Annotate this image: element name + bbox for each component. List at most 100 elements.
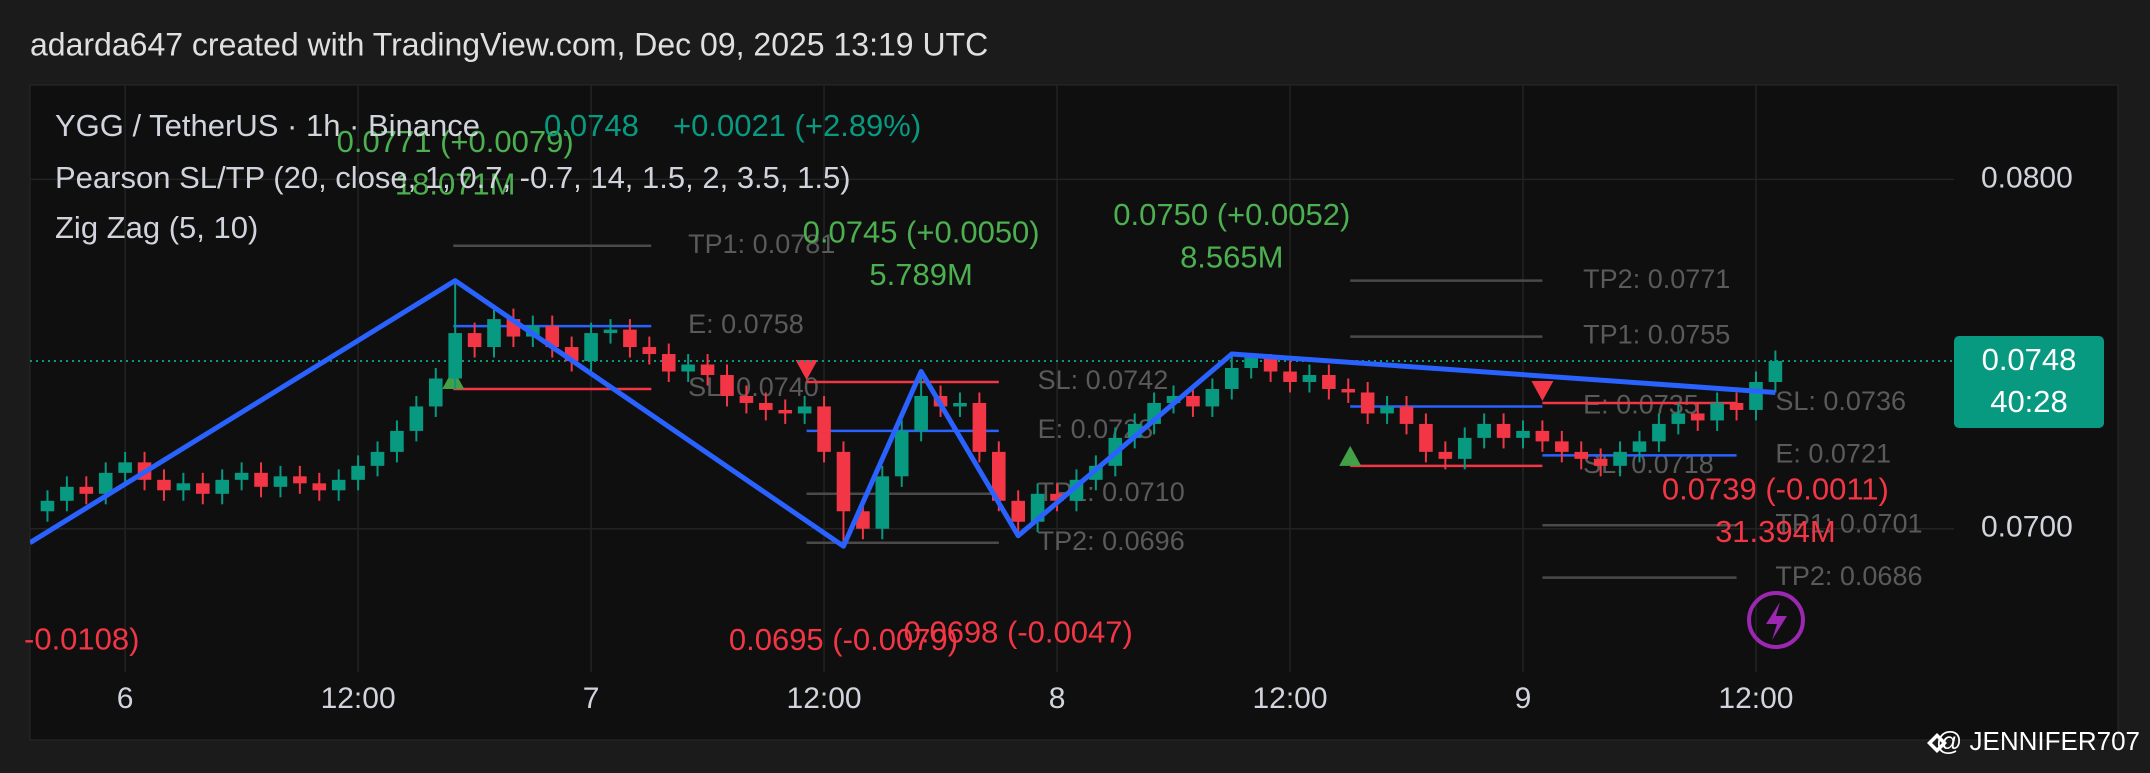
candle-body <box>487 319 501 348</box>
candle-body <box>215 479 230 494</box>
candle-body <box>234 472 249 480</box>
x-tick-label: 12:00 <box>1252 682 1327 715</box>
candle-body <box>98 472 113 494</box>
level-label: TP1: 0.0755 <box>1583 320 1730 350</box>
candle-body <box>642 347 657 355</box>
candle-body <box>428 378 443 407</box>
signal-marker <box>1531 380 1554 401</box>
candle-body <box>176 483 191 491</box>
candle-body <box>584 333 598 362</box>
zigzag-label: 0.0745 (+0.0050) <box>803 215 1040 250</box>
candle-body <box>992 451 1006 501</box>
candle-body <box>1244 357 1258 369</box>
candle-body <box>195 483 210 494</box>
candle-body <box>1496 423 1511 438</box>
zigzag-label: -0.0108) <box>24 622 139 657</box>
x-tick-label: 7 <box>583 682 600 715</box>
candle-body <box>759 402 773 410</box>
candle-body <box>467 333 482 348</box>
level-label: E: 0.0758 <box>688 309 804 339</box>
level-label: TP1: 0.0781 <box>688 229 835 259</box>
level-label: TP1: 0.0701 <box>1775 508 1922 538</box>
candle-body <box>1341 388 1356 393</box>
candle-body <box>1283 371 1297 382</box>
candle-body <box>1224 368 1239 389</box>
candle-body <box>1457 437 1472 459</box>
watermark-icon <box>1927 733 1947 753</box>
header-title: adarda647 created with TradingView.com, … <box>30 26 988 62</box>
candle-body <box>1671 413 1686 424</box>
x-tick-label: 6 <box>117 682 134 715</box>
candle-body <box>1535 430 1550 442</box>
zigzag-line <box>30 278 1776 549</box>
candle-body <box>1322 375 1336 389</box>
signal-marker <box>1339 445 1362 466</box>
candle-body <box>603 329 618 334</box>
zigzag-label: 0.0750 (+0.0052) <box>1113 197 1350 232</box>
zigzag-label: 0.0739 (-0.0011) <box>1662 471 1889 506</box>
candle-body <box>1380 406 1394 414</box>
candle-body <box>817 406 831 452</box>
candle-body <box>972 402 987 452</box>
candle-body <box>953 402 967 407</box>
zigzag-volume: 31.394M <box>1715 514 1836 549</box>
legend-indicator: Pearson SL/TP (20, close, 1, 0.7, -0.7, … <box>55 160 851 195</box>
level-label: SL: 0.0740 <box>688 372 819 402</box>
candle-body <box>331 479 346 491</box>
watermark: @ JENNIFER707 <box>1936 726 2140 756</box>
signal-marker <box>442 368 465 389</box>
candle-body <box>254 472 268 487</box>
candle-body <box>1263 357 1278 372</box>
candle-body <box>1011 500 1026 522</box>
level-label: SL: 0.0736 <box>1775 386 1906 416</box>
candle-body <box>1729 402 1744 410</box>
candle-body <box>1613 451 1627 466</box>
candle-body <box>60 486 74 501</box>
candle-body <box>875 476 890 529</box>
candle-body <box>1555 441 1569 452</box>
chart-panel <box>29 84 2119 741</box>
level-label: TP2: 0.0686 <box>1775 561 1922 591</box>
price-badge-value: 0.0748 <box>1982 342 2077 377</box>
candle-body <box>914 395 928 431</box>
candle-body <box>370 451 385 466</box>
candle-body <box>661 354 676 372</box>
candle-body <box>40 500 55 512</box>
candle-body <box>1477 423 1491 438</box>
zigzag-volume: 8.565M <box>1180 240 1283 275</box>
candle-body <box>1205 388 1220 407</box>
x-tick-label: 12:00 <box>787 682 862 715</box>
level-label: TP1: 0.0710 <box>1038 477 1185 507</box>
legend-indicator: Zig Zag (5, 10) <box>55 210 258 245</box>
lightning-icon <box>1747 591 1805 649</box>
candle-body <box>1050 493 1064 501</box>
y-tick-label: 0.0800 <box>1981 161 2073 194</box>
candle-body <box>836 451 851 512</box>
candle-body <box>1302 375 1317 382</box>
candle-body <box>409 406 424 431</box>
x-tick-label: 12:00 <box>321 682 396 715</box>
y-tick-label: 0.0700 <box>1981 511 2073 544</box>
candle-body <box>157 479 171 491</box>
candle-body <box>118 462 132 473</box>
candle-body <box>681 364 695 372</box>
candle-body <box>1690 413 1705 421</box>
candle-body <box>739 395 754 403</box>
candle-body <box>1166 395 1181 403</box>
candle-body <box>1593 458 1608 466</box>
candle-body <box>623 329 637 348</box>
candle-body <box>390 430 404 452</box>
candle-body <box>1516 430 1530 438</box>
level-label: TP2: 0.0771 <box>1583 264 1730 294</box>
zigzag-label: 0.0698 (-0.0047) <box>904 615 1133 650</box>
price-badge-countdown: 40:28 <box>1990 384 2068 419</box>
candle-body <box>1632 441 1647 452</box>
candle-body <box>894 430 909 477</box>
candle-body <box>1652 423 1666 442</box>
candle-body <box>720 375 734 396</box>
x-tick-label: 12:00 <box>1718 682 1793 715</box>
candle-body <box>1438 451 1453 459</box>
candle-body <box>1710 402 1724 421</box>
signal-marker <box>795 359 818 380</box>
